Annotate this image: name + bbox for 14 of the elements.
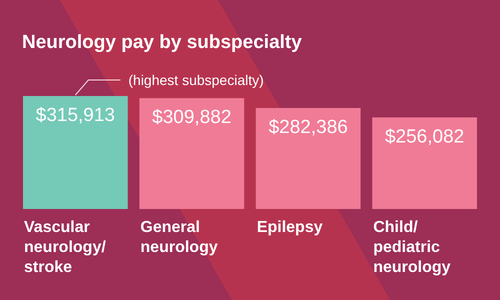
text: (highest subspecialty) — [128, 72, 264, 88]
x-tick-label: Child/pediatric neurology — [373, 219, 451, 276]
x-tick-label: Epilepsy — [256, 219, 323, 236]
data-label: $282,386 — [268, 116, 348, 138]
bar — [23, 96, 128, 209]
bar — [256, 108, 361, 209]
x-tick-label: General neurology — [140, 219, 218, 256]
chart-title: Neurology pay by subspecialty — [22, 32, 302, 53]
data-label: $315,913 — [36, 105, 116, 126]
data-label: $309,882 — [152, 107, 232, 128]
bar — [372, 117, 477, 209]
data-label: $256,082 — [384, 126, 464, 148]
bar — [139, 98, 244, 209]
x-tick-label: Vascular neurology/stroke — [24, 219, 106, 276]
